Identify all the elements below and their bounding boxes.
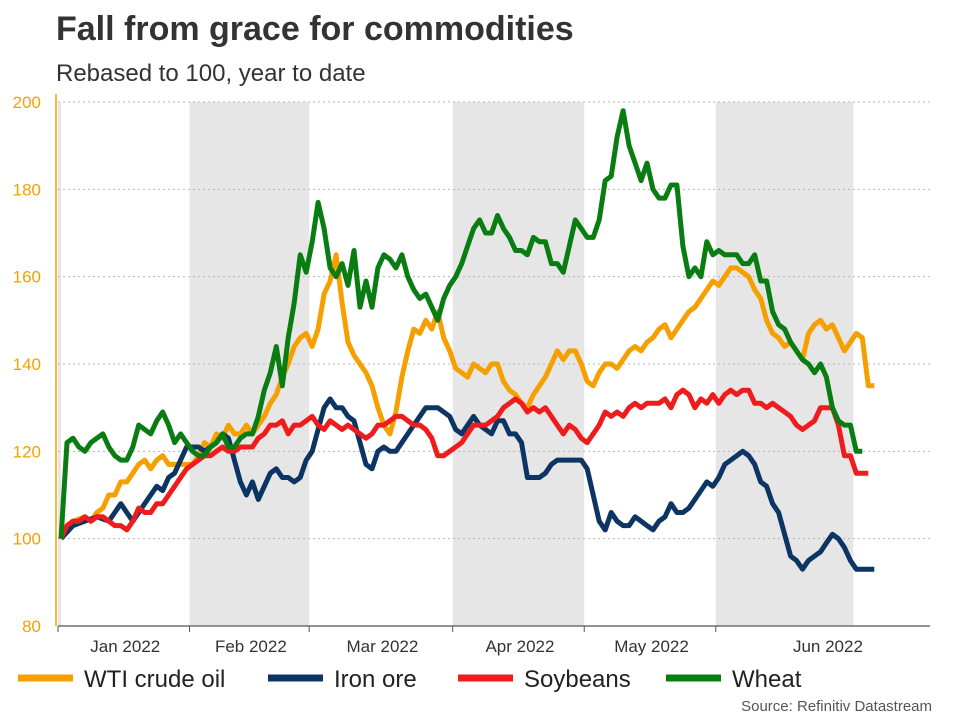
x-tick-label: Jun 2022 [793, 637, 863, 656]
y-tick-label: 160 [13, 268, 41, 287]
legend: WTI crude oil Iron ore Soybeans Wheat [18, 666, 802, 693]
source-note: Source: Refinitiv Datastream [741, 698, 932, 715]
legend-label-wti-crude-oil: WTI crude oil [84, 666, 225, 693]
y-tick-label: 140 [13, 355, 41, 374]
series-line-wheat [58, 108, 863, 539]
legend-label-iron-ore: Iron ore [334, 666, 417, 693]
axes [55, 94, 930, 627]
series-lines [58, 108, 875, 572]
x-tick-label: Jan 2022 [90, 637, 160, 656]
series-line-soybeans [58, 387, 869, 540]
x-tick-label: May 2022 [614, 637, 689, 656]
y-tick-label: 200 [13, 93, 41, 112]
x-tick-label: Apr 2022 [485, 637, 554, 656]
y-tick-label: 100 [13, 530, 41, 549]
chart-subtitle: Rebased to 100, year to date [56, 60, 366, 87]
y-tick-label: 80 [22, 617, 41, 636]
x-axis-ticks: Jan 2022 Feb 2022 Mar 2022 Apr 2022 May 2022… [57, 626, 863, 656]
y-axis-ticks: 80 100 120 140 160 180 200 [13, 93, 41, 636]
legend-label-wheat: Wheat [732, 666, 802, 693]
x-tick-label: Mar 2022 [347, 637, 419, 656]
chart-title: Fall from grace for commodities [56, 10, 574, 48]
x-tick-label: Feb 2022 [215, 637, 287, 656]
legend-label-soybeans: Soybeans [524, 666, 631, 693]
y-tick-label: 120 [13, 442, 41, 461]
y-tick-label: 180 [13, 180, 41, 199]
series-line-wti-crude-oil [58, 252, 875, 541]
